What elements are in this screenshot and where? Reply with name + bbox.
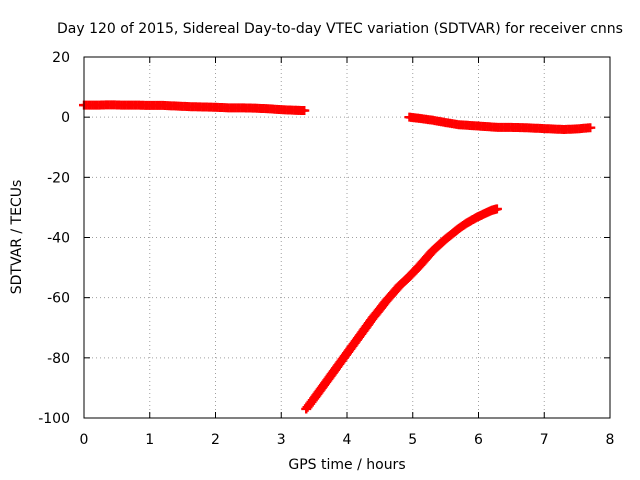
tick-labels: 0 1 2 3 4 5 6 7 8 -100 -80 -60 -40 -20 0 20 [38,50,614,448]
x-tick-label: 3 [277,432,286,448]
x-tick-label: 4 [343,432,352,448]
y-tick-label: -20 [47,170,70,186]
data-point [491,204,502,214]
y-tick-label: -60 [47,291,70,307]
grid-lines [84,57,610,418]
x-tick-label: 8 [606,432,615,448]
data-point [585,123,596,133]
x-tick-label: 2 [211,432,220,448]
plot-frame [83,56,611,419]
y-tick-label: 20 [52,50,70,66]
y-tick-label: -100 [38,411,70,427]
data-series-1 [79,100,310,116]
x-tick-label: 0 [80,432,89,448]
chart-title: Day 120 of 2015, Sidereal Day-to-day VTE… [57,21,623,37]
data-marks [79,100,596,414]
y-axis-label: SDTVAR / TECUs [9,179,25,295]
y-tick-label: 0 [61,110,70,126]
x-tick-label: 7 [540,432,549,448]
data-series-3 [301,204,502,414]
x-axis-label: GPS time / hours [288,457,406,473]
data-series-2 [404,112,596,135]
x-tick-label: 5 [408,432,417,448]
x-tick-label: 6 [474,432,483,448]
data-point [299,106,310,116]
y-tick-label: -40 [47,231,70,247]
y-tick-label: -80 [47,351,70,367]
x-tick-label: 1 [145,432,154,448]
